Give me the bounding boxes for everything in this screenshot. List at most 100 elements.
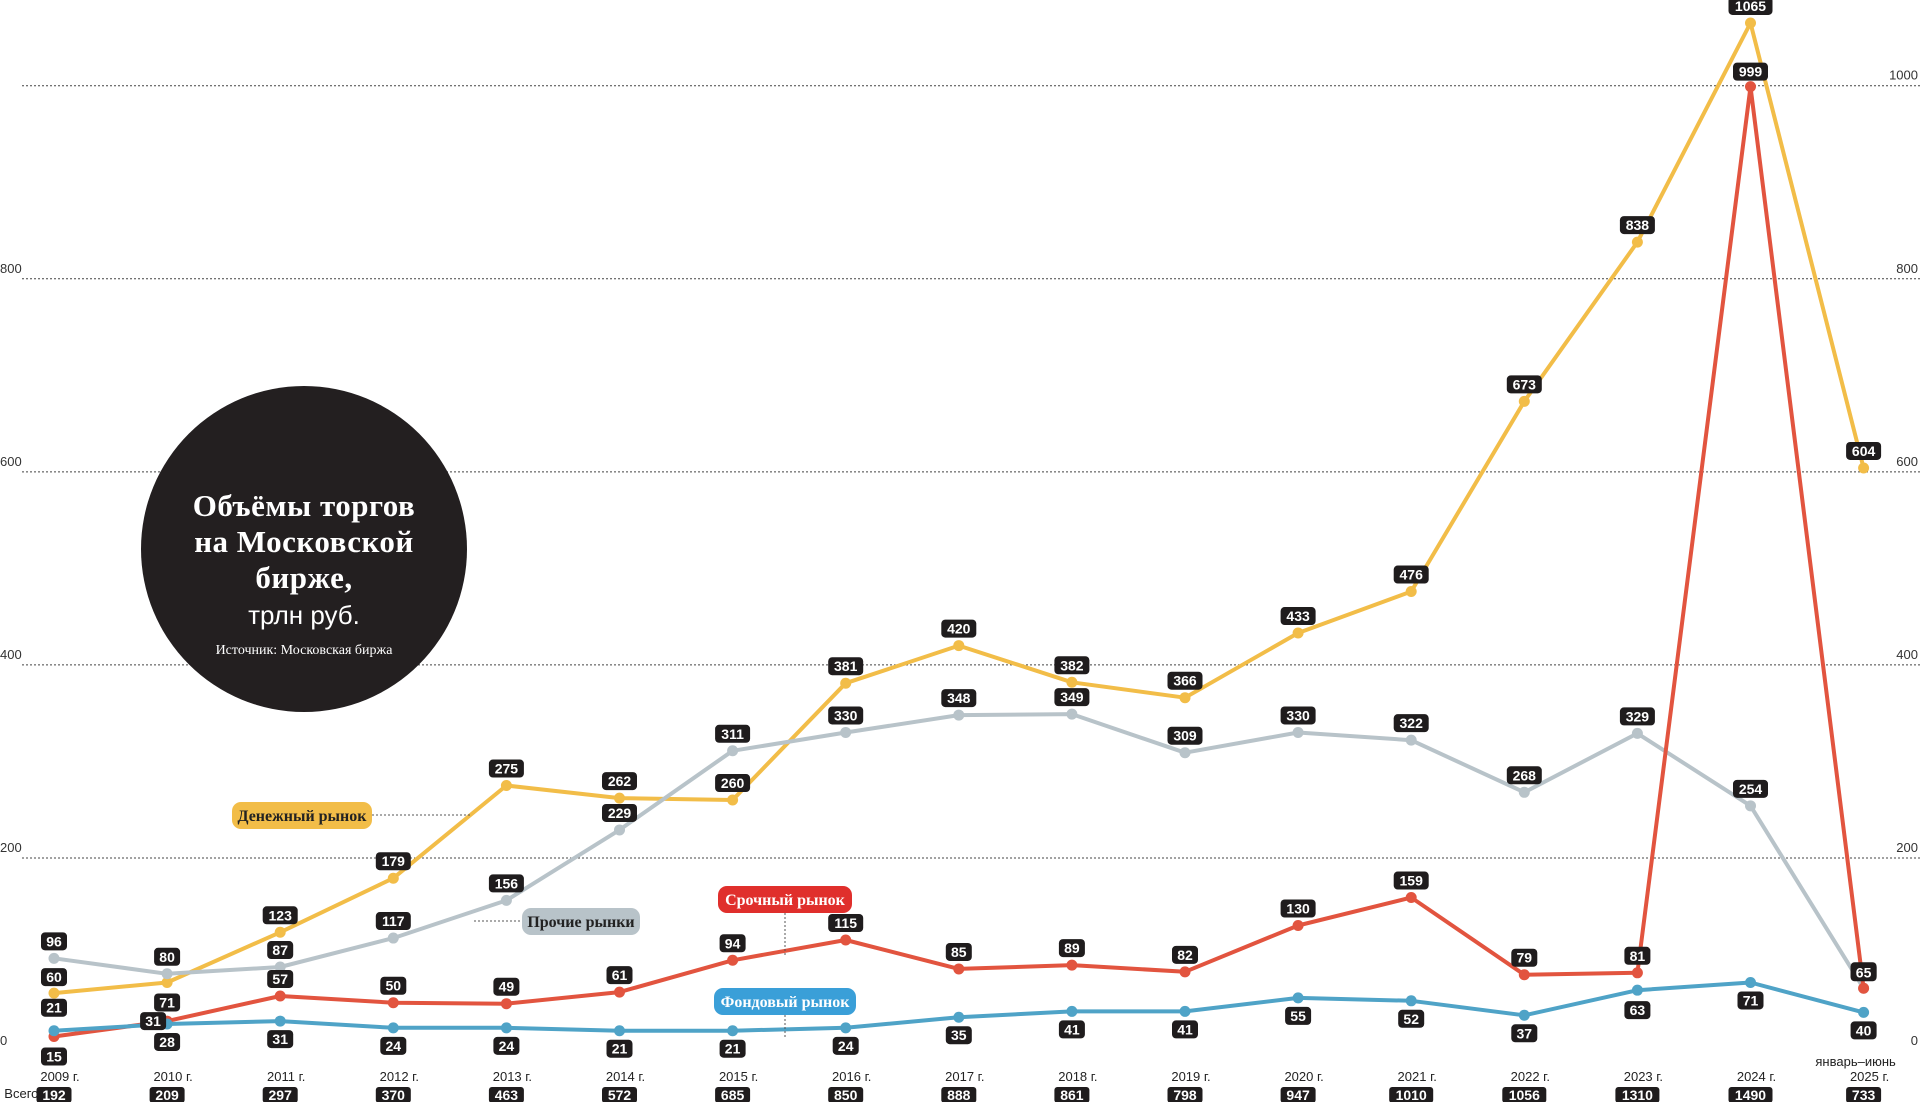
total-value: 297 <box>269 1087 293 1102</box>
data-point <box>953 640 965 652</box>
legend-label-other: Прочие рынки <box>527 914 634 931</box>
value-label-box <box>154 1032 181 1051</box>
value-label-box <box>1733 62 1768 81</box>
value-label: 94 <box>725 935 741 951</box>
data-point <box>1292 992 1304 1004</box>
value-label-box <box>1058 939 1085 958</box>
y-tick-label-left: 0 <box>0 1033 7 1048</box>
legend-other: Прочие рынки <box>474 908 640 935</box>
x-tick-label: 2018 г. <box>1058 1069 1097 1084</box>
data-point <box>1518 395 1530 407</box>
data-point <box>1631 984 1643 996</box>
value-label-box <box>267 941 294 960</box>
value-label-box <box>1506 375 1542 394</box>
data-point <box>614 1025 625 1037</box>
data-point <box>1858 462 1870 474</box>
chart-title-line-3: бирже, <box>255 560 353 595</box>
value-label-box <box>1619 216 1655 235</box>
y-tick-label-right: 400 <box>1896 647 1918 662</box>
data-point <box>840 677 852 689</box>
value-label-box <box>267 1030 294 1049</box>
value-label-box <box>719 934 746 953</box>
value-label: 21 <box>725 1041 741 1057</box>
value-label: 63 <box>1630 1002 1646 1018</box>
x-tick-label: 2009 г. <box>40 1069 79 1084</box>
data-point <box>1745 81 1756 93</box>
value-label-box <box>602 772 637 791</box>
value-label: 15 <box>46 1049 62 1065</box>
total-value: 1010 <box>1396 1087 1427 1102</box>
data-point <box>727 1025 739 1037</box>
value-label: 57 <box>272 971 288 987</box>
value-label-box <box>1850 963 1877 982</box>
value-label: 21 <box>612 1041 628 1057</box>
data-point <box>840 1022 852 1034</box>
total-box <box>941 1087 977 1102</box>
value-label-box <box>1285 1006 1312 1025</box>
value-label-box <box>1624 1001 1651 1020</box>
data-point <box>48 987 60 999</box>
value-label: 55 <box>1290 1008 1306 1024</box>
data-point <box>274 990 286 1002</box>
data-point <box>387 872 399 884</box>
value-label: 65 <box>1856 964 1872 980</box>
legend-label-money: Денежный рынок <box>238 808 368 825</box>
totals-label: Всего: <box>4 1086 42 1101</box>
value-label: 179 <box>382 853 406 869</box>
total-box <box>1280 1087 1316 1102</box>
value-label-box <box>606 1039 633 1058</box>
value-label: 130 <box>1286 901 1310 917</box>
y-tick-label-right: 1000 <box>1889 68 1918 83</box>
data-point <box>1518 1009 1530 1021</box>
value-label-box <box>1511 948 1538 967</box>
series-lines <box>48 17 1870 1043</box>
total-value: 798 <box>1173 1087 1197 1102</box>
total-value: 463 <box>495 1087 519 1102</box>
value-label: 229 <box>608 805 632 821</box>
value-label-box <box>41 968 67 987</box>
x-tick-label: 2023 г. <box>1624 1069 1663 1084</box>
value-label: 80 <box>159 949 175 965</box>
data-point <box>387 932 399 944</box>
value-label: 275 <box>495 761 519 777</box>
y-tick-label-left: 600 <box>0 454 22 469</box>
total-box <box>375 1087 411 1102</box>
data-point <box>1518 969 1530 981</box>
total-box <box>1728 1087 1773 1102</box>
value-label: 838 <box>1626 217 1650 233</box>
y-tick-label-left: 200 <box>0 840 22 855</box>
value-label: 322 <box>1400 715 1424 731</box>
data-point <box>727 954 739 966</box>
value-label: 604 <box>1852 443 1876 459</box>
data-point <box>614 824 625 836</box>
data-labels: 60 71 123 179 275 262 260 381 420 382 366 433 476 673… <box>41 0 1882 1066</box>
chart-source: Источник: Московская биржа <box>215 643 393 658</box>
data-point <box>953 709 965 721</box>
legend-derivatives: Срочный рынок <box>718 886 852 955</box>
value-label-box <box>380 1036 407 1055</box>
data-point <box>274 1015 286 1027</box>
total-box <box>1054 1087 1090 1102</box>
data-point <box>1631 727 1643 739</box>
total-value: 685 <box>721 1087 745 1102</box>
total-value: 888 <box>947 1087 971 1102</box>
value-label-box <box>1280 607 1316 626</box>
value-label-box <box>493 1036 520 1055</box>
value-label: 50 <box>386 978 402 994</box>
data-point <box>1858 982 1870 994</box>
y-tick-label-left: 800 <box>0 261 22 276</box>
value-label: 999 <box>1739 64 1763 80</box>
value-label: 156 <box>495 875 519 891</box>
value-label: 366 <box>1173 673 1197 689</box>
value-label-box <box>262 906 298 925</box>
value-label: 382 <box>1060 657 1084 673</box>
value-label-box <box>41 932 67 951</box>
value-label-box <box>828 706 864 725</box>
data-point <box>1066 676 1078 688</box>
total-value: 370 <box>382 1087 406 1102</box>
y-tick-label-left: 400 <box>0 647 22 662</box>
data-point <box>1292 920 1304 932</box>
total-box <box>488 1087 524 1102</box>
x-tick-label: 2020 г. <box>1284 1069 1323 1084</box>
x-tick-label: 2024 г. <box>1737 1069 1776 1084</box>
